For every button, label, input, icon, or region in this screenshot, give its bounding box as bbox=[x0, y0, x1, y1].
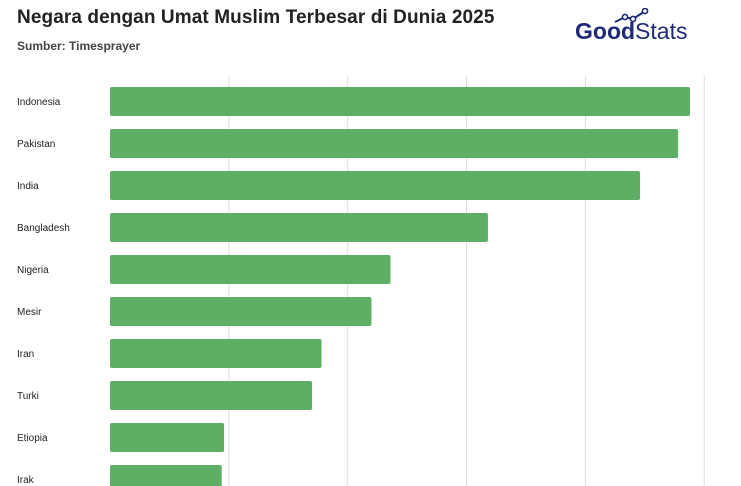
bar-etiopia bbox=[110, 423, 224, 452]
category-label: Iran bbox=[17, 349, 34, 360]
bars bbox=[110, 87, 690, 486]
bar-india bbox=[110, 171, 640, 200]
category-label: Pakistan bbox=[17, 139, 55, 150]
category-label: Indonesia bbox=[17, 97, 61, 108]
bar-indonesia bbox=[110, 87, 690, 116]
bar-nigeria bbox=[110, 255, 390, 284]
bar-irak bbox=[110, 465, 222, 486]
category-label: Turki bbox=[17, 391, 39, 402]
bar-mesir bbox=[110, 297, 371, 326]
category-labels: Indonesia Pakistan India Bangladesh Nigeria M… bbox=[17, 97, 70, 486]
category-label: Nigeria bbox=[17, 265, 49, 276]
category-label: Irak bbox=[17, 475, 35, 486]
bar-pakistan bbox=[110, 129, 678, 158]
bar-bangladesh bbox=[110, 213, 488, 242]
category-label: Mesir bbox=[17, 307, 42, 318]
category-label: Etiopia bbox=[17, 433, 48, 444]
category-label: Bangladesh bbox=[17, 223, 70, 234]
bar-turki bbox=[110, 381, 312, 410]
category-label: India bbox=[17, 181, 39, 192]
bar-iran bbox=[110, 339, 322, 368]
